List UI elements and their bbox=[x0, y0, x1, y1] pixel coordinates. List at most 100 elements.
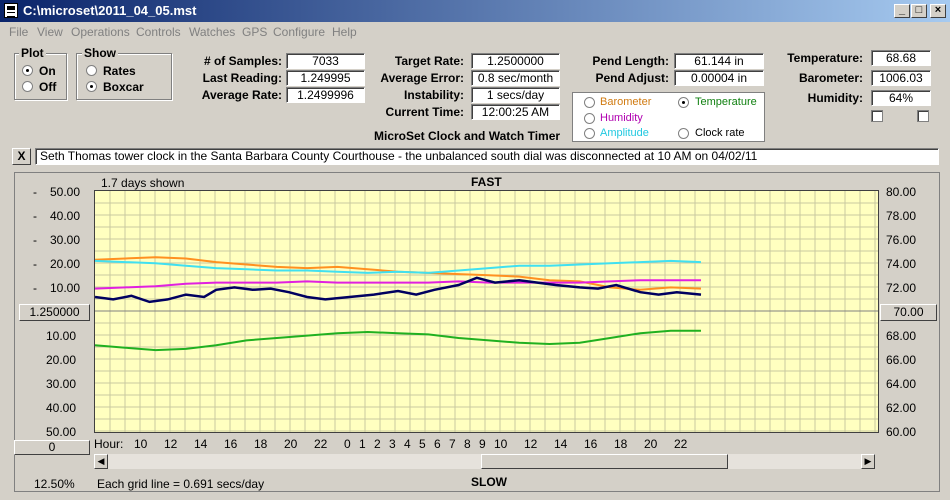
window-title: C:\microset\2011_04_05.mst bbox=[23, 3, 197, 18]
data-series-line bbox=[95, 256, 702, 291]
menu-help[interactable]: Help bbox=[332, 25, 357, 39]
samples-label: # of Samples: bbox=[203, 54, 282, 68]
axis-dash: - bbox=[33, 233, 37, 247]
fast-label: FAST bbox=[471, 175, 502, 189]
last-reading-field: 1.249995 bbox=[286, 70, 365, 86]
hour-tick-label: 7 bbox=[449, 437, 456, 451]
show-group bbox=[76, 53, 172, 100]
plot-off-label[interactable]: Off bbox=[39, 80, 57, 94]
days-shown: 1.7 days shown bbox=[101, 176, 185, 190]
left-axis-tick: 10.00 bbox=[49, 281, 80, 295]
hour-tick-label: 2 bbox=[374, 437, 381, 451]
slow-label: SLOW bbox=[471, 475, 507, 489]
plot-on-label[interactable]: On bbox=[39, 64, 56, 78]
axis-dash: - bbox=[33, 209, 37, 223]
plot-panel bbox=[14, 172, 940, 492]
average-rate-field: 1.2499996 bbox=[286, 87, 365, 103]
barometer-env-field: 1006.03 bbox=[871, 70, 931, 86]
hour-tick-label: 16 bbox=[224, 437, 238, 451]
plot-group-title: Plot bbox=[19, 46, 46, 60]
right-axis-tick: 74.00 bbox=[886, 257, 917, 271]
menu-view[interactable]: View bbox=[37, 25, 63, 39]
menu-configure[interactable]: Configure bbox=[273, 25, 326, 39]
close-note-button[interactable]: X bbox=[12, 148, 31, 165]
scroll-thumb[interactable] bbox=[481, 454, 728, 469]
amplitude-radio[interactable] bbox=[584, 128, 595, 139]
hour-tick-label: 0 bbox=[344, 437, 351, 451]
menu-controls[interactable]: Controls bbox=[136, 25, 181, 39]
barometer-radio[interactable] bbox=[584, 97, 595, 108]
hour-tick-label: 6 bbox=[434, 437, 441, 451]
minimize-button[interactable]: _ bbox=[894, 4, 910, 18]
right-axis-tick: 78.00 bbox=[886, 209, 917, 223]
plot-off-radio[interactable] bbox=[22, 81, 33, 92]
data-series-line bbox=[95, 276, 702, 304]
menu-file[interactable]: File bbox=[9, 25, 29, 39]
pend-adjust-field: 0.00004 in bbox=[674, 70, 764, 86]
app-caption: MicroSet Clock and Watch Timer bbox=[374, 129, 561, 143]
hour-tick-label: 18 bbox=[614, 437, 628, 451]
temperature-label[interactable]: Temperature bbox=[695, 96, 757, 108]
hour-tick-label: 14 bbox=[554, 437, 568, 451]
right-axis-tick: 62.00 bbox=[886, 401, 917, 415]
barometer-label[interactable]: Barometer bbox=[600, 96, 652, 108]
target-rate-field[interactable]: 1.2500000 bbox=[471, 53, 560, 69]
zero-button[interactable]: 0 bbox=[14, 440, 90, 455]
average-error-label: Average Error: bbox=[380, 71, 464, 85]
humidity-checkbox-1[interactable] bbox=[871, 110, 883, 122]
show-rates-radio[interactable] bbox=[86, 65, 97, 76]
clock-rate-label[interactable]: Clock rate bbox=[695, 127, 745, 139]
right-center-button[interactable]: 70.00 bbox=[880, 304, 937, 321]
instability-field: 1 secs/day bbox=[471, 87, 560, 103]
humidity-checkbox-2[interactable] bbox=[917, 110, 929, 122]
right-axis-tick: 80.00 bbox=[886, 185, 917, 199]
humidity-label[interactable]: Humidity bbox=[600, 112, 643, 124]
hour-tick-label: 18 bbox=[254, 437, 268, 451]
menu-gps[interactable]: GPS bbox=[242, 25, 268, 39]
show-boxcar-label[interactable]: Boxcar bbox=[103, 80, 144, 94]
left-center-button[interactable]: 1.250000 bbox=[19, 304, 90, 321]
pend-adjust-label: Pend Adjust: bbox=[595, 71, 669, 85]
left-axis-tick: 30.00 bbox=[45, 377, 76, 391]
left-axis-tick: 30.00 bbox=[49, 233, 80, 247]
temperature-radio[interactable] bbox=[678, 97, 689, 108]
barometer-env-label: Barometer: bbox=[798, 71, 863, 85]
humidity-radio[interactable] bbox=[584, 113, 595, 124]
zoom-level: 12.50% bbox=[34, 477, 75, 491]
plot-on-radio[interactable] bbox=[22, 65, 33, 76]
data-series-line bbox=[95, 329, 701, 352]
left-axis-tick: 40.00 bbox=[49, 209, 80, 223]
hour-tick-label: 9 bbox=[479, 437, 486, 451]
show-boxcar-radio[interactable] bbox=[86, 81, 97, 92]
hour-tick-label: 14 bbox=[194, 437, 208, 451]
maximize-button[interactable]: □ bbox=[911, 4, 927, 18]
instability-label: Instability: bbox=[403, 88, 464, 102]
data-series-line bbox=[95, 279, 701, 290]
hour-tick-label: 12 bbox=[524, 437, 538, 451]
humidity-env-field: 64% bbox=[871, 90, 931, 106]
note-field[interactable]: Seth Thomas tower clock in the Santa Bar… bbox=[35, 148, 939, 165]
scroll-right-button[interactable]: ▶ bbox=[861, 454, 875, 469]
data-series-line bbox=[95, 259, 702, 274]
close-button[interactable]: × bbox=[930, 4, 946, 18]
app-icon[interactable] bbox=[4, 3, 18, 18]
last-reading-label: Last Reading: bbox=[202, 71, 282, 85]
left-axis-tick: 10.00 bbox=[45, 329, 76, 343]
menu-operations[interactable]: Operations bbox=[71, 25, 130, 39]
menu-watches[interactable]: Watches bbox=[189, 25, 236, 39]
temperature-env-field: 68.68 bbox=[871, 50, 931, 66]
amplitude-label[interactable]: Amplitude bbox=[600, 127, 649, 139]
average-error-field: 0.8 sec/month bbox=[471, 70, 560, 86]
scroll-left-button[interactable]: ◀ bbox=[94, 454, 108, 469]
sensor-selector bbox=[572, 92, 765, 142]
clock-rate-radio[interactable] bbox=[678, 128, 689, 139]
axis-dash: - bbox=[33, 185, 37, 199]
show-rates-label[interactable]: Rates bbox=[103, 64, 136, 78]
title-bar[interactable] bbox=[0, 0, 950, 22]
hour-tick-label: 22 bbox=[674, 437, 688, 451]
left-axis-tick: 50.00 bbox=[49, 185, 80, 199]
axis-dash: - bbox=[33, 281, 37, 295]
right-axis-tick: 60.00 bbox=[886, 425, 917, 439]
average-rate-label: Average Rate: bbox=[201, 88, 282, 102]
axis-dash: - bbox=[33, 257, 37, 271]
